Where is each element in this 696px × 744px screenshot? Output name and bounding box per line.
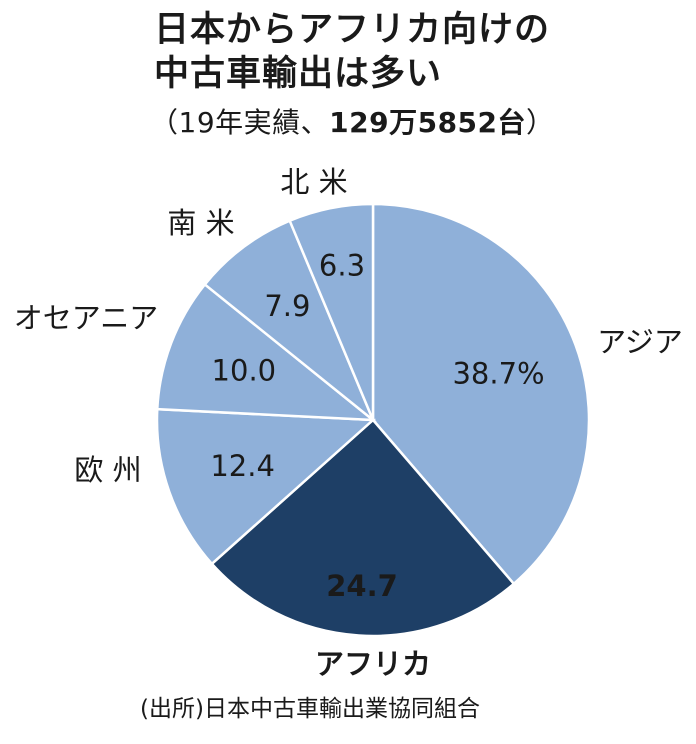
subtitle-close: ） [526, 106, 555, 139]
chart-title: 日本からアフリカ向けの 中古車輸出は多い [154, 8, 550, 96]
chart-title-line1: 日本からアフリカ向けの [154, 10, 551, 50]
slice-category-label: 北 米 [280, 165, 347, 199]
pie-slice [155, 407, 377, 566]
slice-category-label: アフリカ [315, 647, 431, 681]
slice-value-label: 38.7% [452, 356, 544, 390]
slice-value-label: 12.4 [210, 449, 275, 483]
subtitle-total: 129万5852台 [329, 106, 527, 139]
chart-title-line2: 中古車輸出は多い [154, 54, 443, 94]
slice-value-label: 6.3 [319, 248, 365, 282]
pie-slice [210, 418, 516, 638]
subtitle-open: （19年実績、 [150, 106, 330, 139]
pie-slice [203, 219, 375, 421]
chart-source: (出所)日本中古車輸出業協同組合 [140, 696, 480, 722]
slice-value-label: 7.9 [264, 289, 310, 323]
chart-subtitle: （19年実績、129万5852台） [150, 105, 555, 141]
slice-category-label: 欧 州 [74, 453, 141, 487]
slice-category-label: 南 米 [167, 206, 234, 240]
slice-category-label: オセアニア [14, 301, 158, 335]
pie-slice [288, 202, 375, 421]
slice-category-label: アジア [597, 325, 683, 359]
slice-value-label: 10.0 [212, 354, 277, 388]
slice-value-label: 24.7 [326, 569, 398, 603]
pie-slice [155, 282, 377, 422]
pie-slice [371, 202, 591, 586]
